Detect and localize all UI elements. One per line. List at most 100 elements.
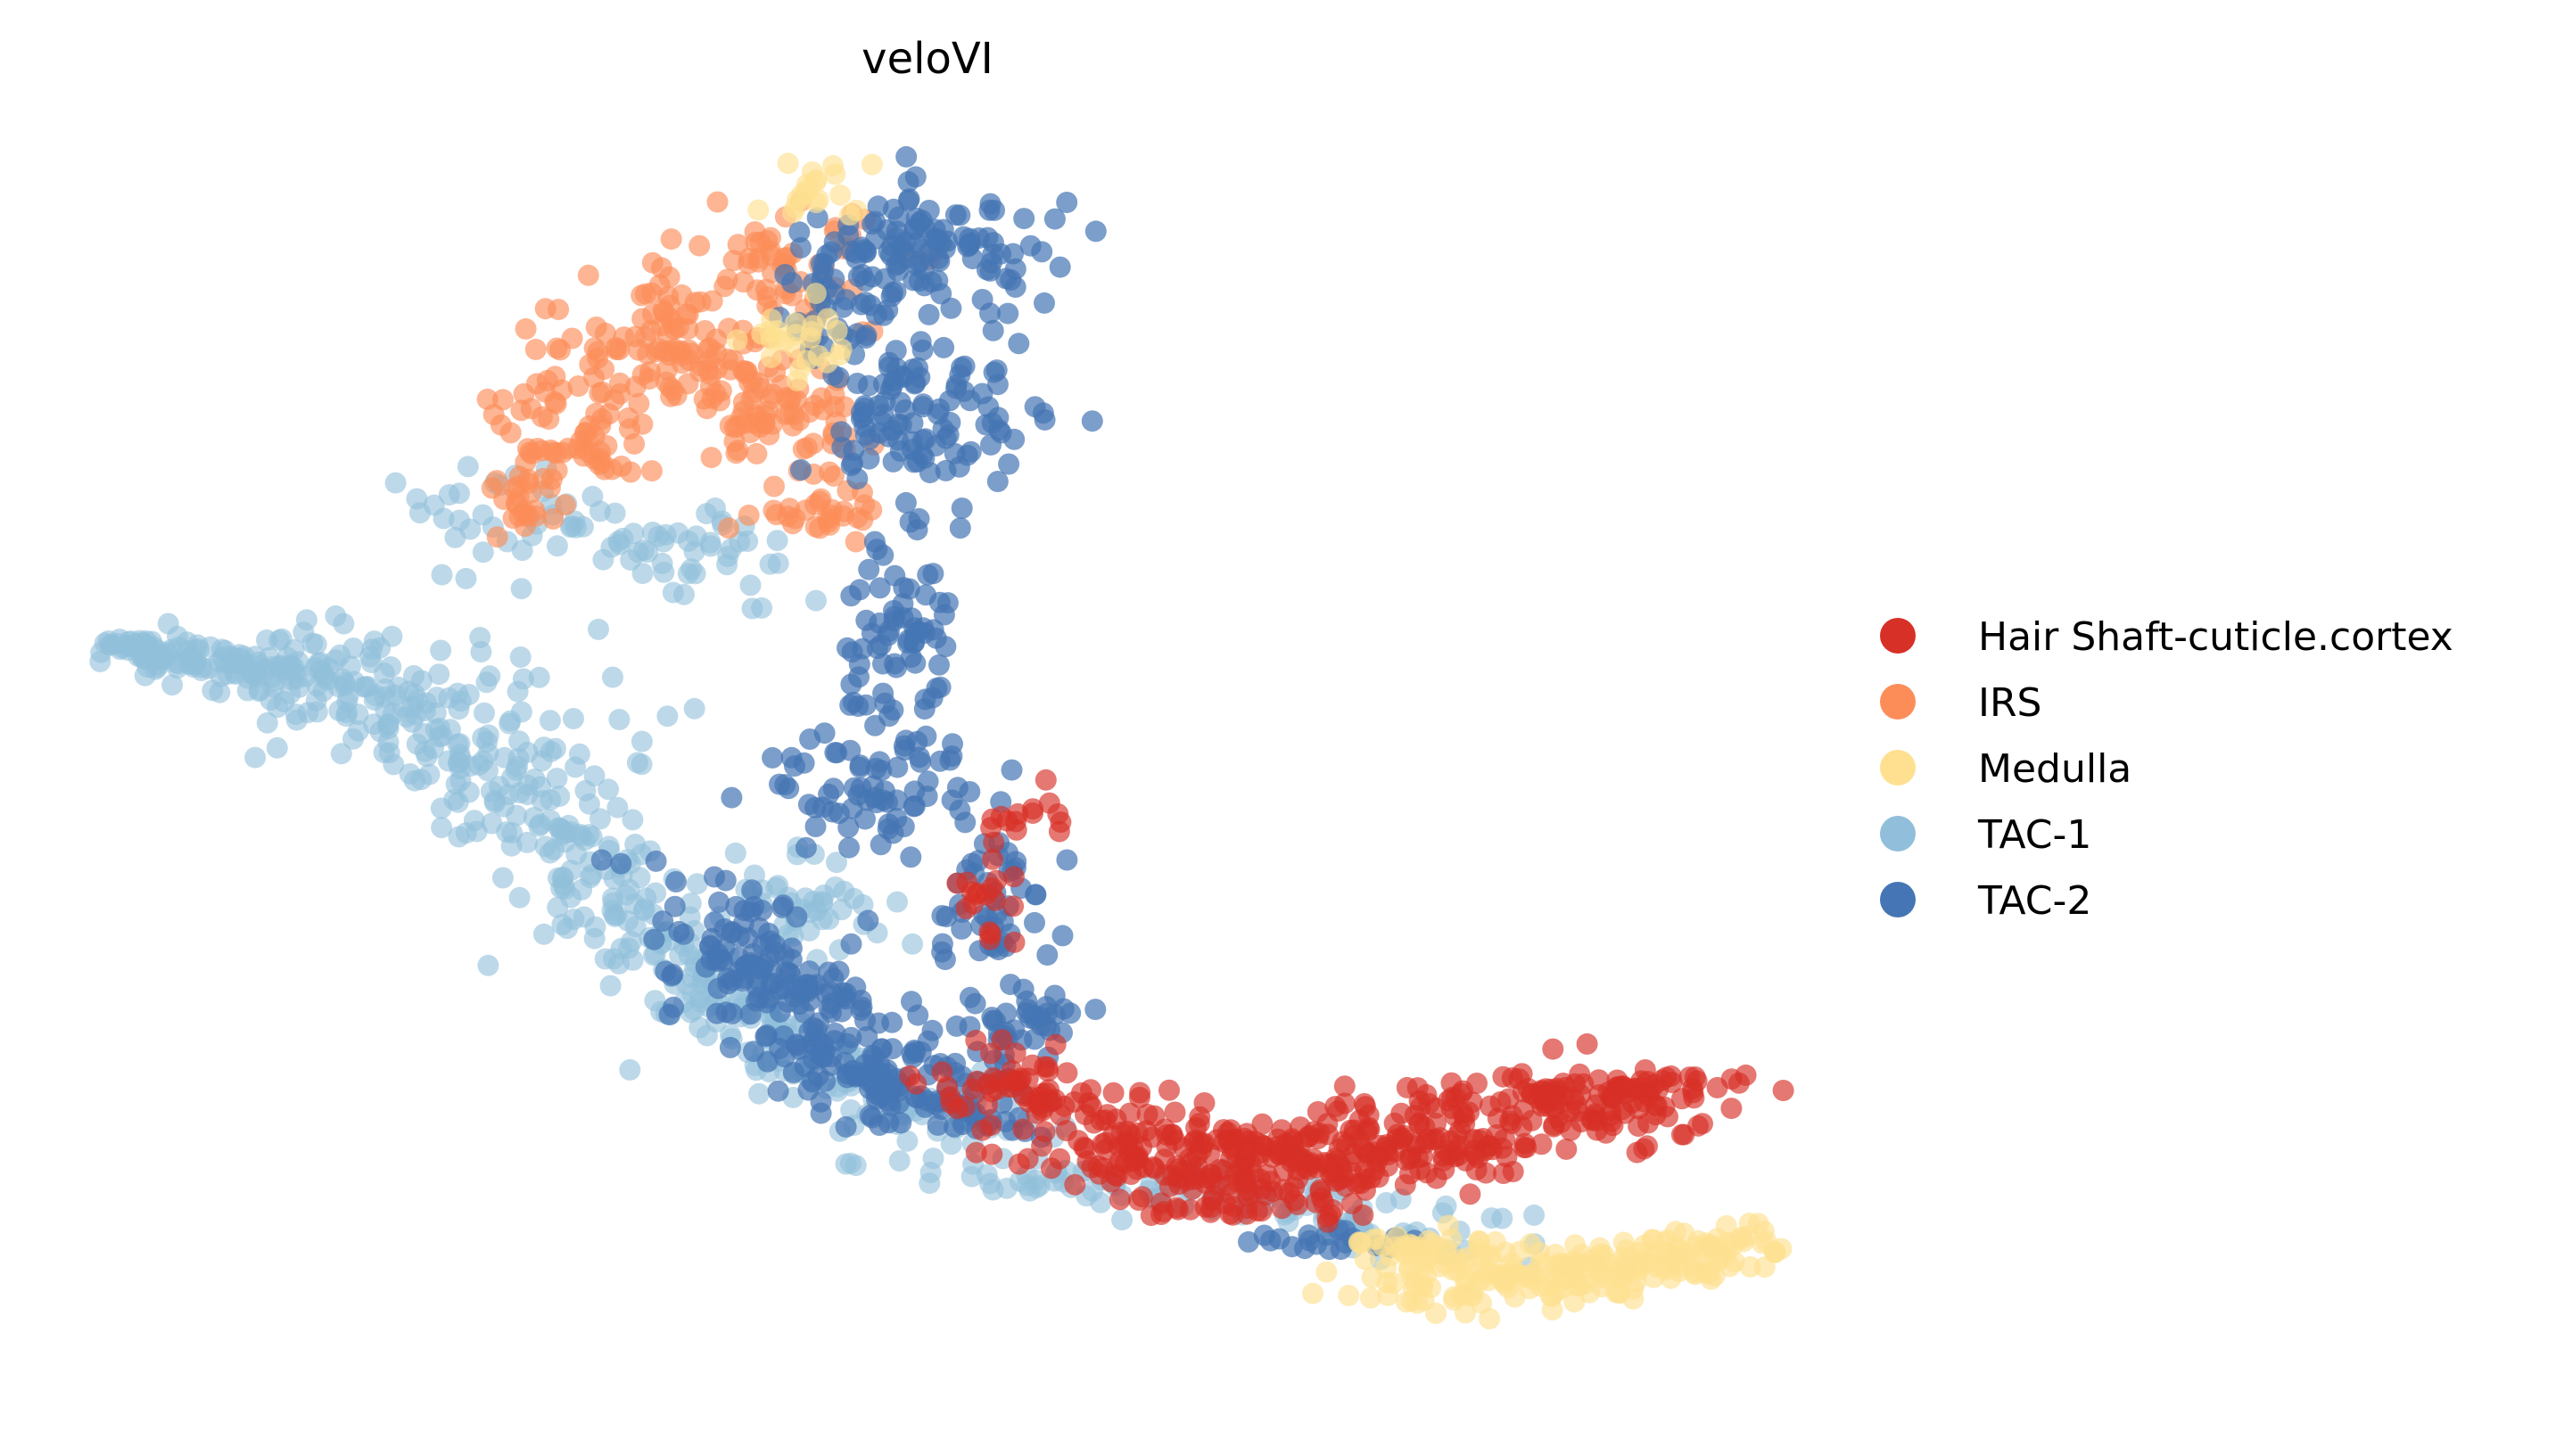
point-0: [1352, 1204, 1374, 1226]
point-0: [1580, 1108, 1603, 1131]
point-3: [651, 552, 673, 574]
point-1: [577, 264, 599, 286]
point-1: [516, 438, 539, 460]
point-4: [951, 917, 973, 940]
point-4: [954, 811, 977, 834]
point-4: [652, 910, 674, 933]
point-3: [677, 563, 699, 585]
point-2: [784, 312, 806, 334]
point-2: [726, 329, 748, 351]
point-0: [962, 893, 985, 915]
point-3: [1480, 1207, 1503, 1230]
point-1: [637, 343, 659, 366]
point-4: [714, 869, 737, 892]
point-0: [1222, 1196, 1244, 1218]
point-0: [1109, 1189, 1131, 1211]
point-4: [886, 756, 909, 778]
legend-marker-2: [1880, 750, 1916, 786]
point-3: [305, 633, 327, 655]
point-4: [796, 981, 819, 1003]
point-0: [1603, 1085, 1625, 1107]
point-3: [496, 821, 518, 843]
point-3: [472, 541, 494, 563]
point-0: [1090, 1109, 1112, 1131]
point-2: [1656, 1229, 1678, 1251]
point-0: [1017, 1148, 1039, 1170]
point-4: [838, 836, 860, 859]
point-3: [416, 745, 438, 768]
point-3: [680, 893, 702, 915]
point-3: [508, 886, 531, 909]
point-4: [903, 795, 925, 818]
point-0: [1562, 1089, 1585, 1111]
point-0: [1439, 1143, 1461, 1165]
point-0: [1324, 1096, 1347, 1118]
point-3: [813, 884, 835, 906]
point-0: [1311, 1187, 1333, 1209]
point-1: [784, 507, 806, 530]
point-0: [1727, 1072, 1750, 1094]
point-1: [700, 447, 722, 469]
point-4: [908, 270, 930, 292]
point-4: [850, 999, 872, 1021]
point-3: [556, 917, 579, 940]
point-4: [949, 517, 971, 539]
point-3: [455, 567, 477, 589]
point-1: [823, 465, 845, 487]
point-4: [1024, 911, 1045, 934]
point-4: [1004, 276, 1026, 298]
point-3: [1523, 1204, 1546, 1226]
point-3: [449, 747, 472, 769]
point-4: [980, 433, 1002, 456]
point-1: [727, 234, 749, 256]
point-0: [1543, 1114, 1565, 1136]
point-3: [377, 731, 400, 753]
point-0: [1660, 1065, 1682, 1087]
point-3: [474, 702, 495, 724]
point-4: [931, 905, 953, 926]
point-4: [850, 293, 872, 316]
point-2: [1396, 1291, 1417, 1313]
point-0: [899, 1065, 921, 1087]
point-0: [1376, 1139, 1397, 1162]
point-4: [846, 373, 869, 394]
point-1: [476, 388, 499, 410]
point-1: [549, 339, 572, 361]
point-4: [804, 816, 827, 837]
point-0: [1670, 1088, 1693, 1110]
point-2: [1521, 1269, 1544, 1291]
point-0: [1542, 1038, 1564, 1060]
point-3: [157, 613, 179, 635]
point-4: [813, 722, 836, 744]
point-3: [325, 649, 347, 671]
point-0: [1213, 1131, 1235, 1153]
point-4: [913, 698, 936, 720]
point-4: [1049, 256, 1071, 278]
point-2: [1354, 1248, 1376, 1271]
point-4: [897, 170, 919, 193]
point-4: [849, 579, 870, 601]
point-4: [828, 802, 850, 825]
point-4: [918, 200, 940, 221]
point-0: [985, 869, 1008, 892]
point-4: [854, 424, 877, 446]
point-4: [921, 1019, 944, 1041]
point-4: [886, 358, 908, 380]
point-4: [756, 1024, 778, 1046]
point-3: [491, 867, 514, 889]
point-2: [1593, 1244, 1615, 1266]
point-2: [1738, 1213, 1760, 1234]
point-3: [818, 909, 840, 930]
point-3: [480, 780, 502, 802]
point-1: [727, 440, 749, 462]
point-4: [878, 813, 900, 835]
point-3: [588, 618, 609, 640]
point-0: [1772, 1080, 1794, 1101]
point-4: [1081, 410, 1103, 432]
point-0: [1545, 1084, 1567, 1106]
point-1: [738, 504, 760, 526]
point-4: [721, 786, 743, 809]
point-4: [767, 1080, 789, 1102]
point-3: [739, 574, 762, 596]
point-0: [1521, 1109, 1543, 1131]
